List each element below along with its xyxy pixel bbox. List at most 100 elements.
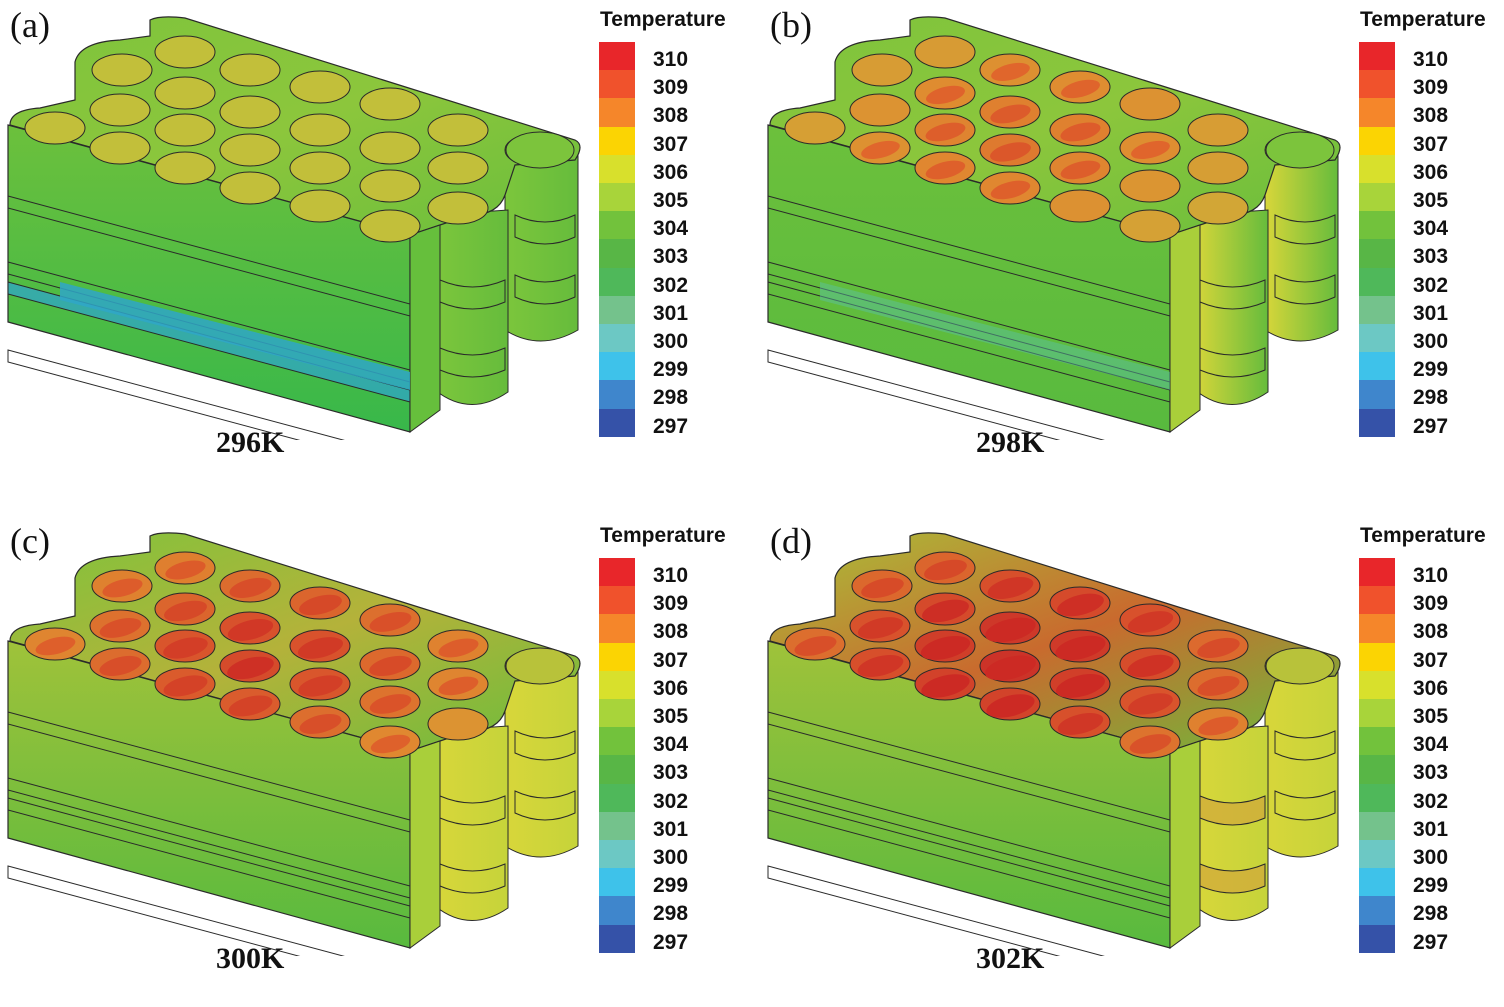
legend-tick-label: 307 (1413, 648, 1449, 672)
legend-swatch (1359, 727, 1395, 756)
legend-tick-label: 303 (1413, 245, 1449, 269)
cell-top (849, 93, 911, 127)
cell-hotspot (369, 694, 412, 714)
legend-swatch (1359, 380, 1395, 410)
cell-band (514, 790, 576, 821)
cell-hotspot (1055, 674, 1105, 698)
cell-hotspot (990, 180, 1031, 200)
cooling-channel (767, 281, 1171, 403)
legend-tick-label: 303 (653, 761, 689, 785)
legend-tick-label: 309 (1413, 592, 1449, 616)
cell-hotspot (35, 636, 76, 656)
legend-swatch (599, 126, 635, 156)
cell-hotspot (369, 612, 412, 632)
cell-hotspot (1057, 593, 1104, 617)
cell-top (427, 151, 489, 185)
legend-tick-label: 299 (1413, 874, 1449, 898)
legend-tick-label: 305 (653, 189, 689, 212)
legend-swatch (1359, 558, 1395, 587)
cell-hotspot (1127, 654, 1174, 678)
cooling-channel (7, 777, 411, 899)
battery-pack (7, 532, 581, 956)
panel-label: (c) (10, 521, 50, 561)
legend-tick-label: 306 (653, 160, 689, 184)
legend-swatch (1359, 70, 1395, 99)
cell-hotspot (1129, 734, 1172, 754)
cell-hotspot (924, 559, 967, 581)
legend-swatch (599, 670, 635, 700)
legend-swatch (1359, 154, 1395, 184)
legend-title: Temperature (1360, 524, 1486, 547)
cell-hotspot (1197, 675, 1240, 696)
battery-pack-model (7, 16, 581, 440)
cell-hotspot (925, 122, 966, 142)
legend-tick-label: 297 (1413, 414, 1449, 438)
cell-hotspot (438, 676, 479, 696)
legend-tick-label: 300 (653, 330, 689, 353)
cell-hotspot (920, 635, 971, 660)
cell-top (914, 35, 976, 69)
legend-swatch (599, 295, 635, 325)
cell-hotspot (165, 560, 206, 580)
cooling-channel (767, 865, 1105, 956)
cell-top (1265, 131, 1335, 169)
panel-caption: 300K (216, 942, 285, 975)
legend-swatch (1359, 755, 1395, 785)
end-face (409, 224, 441, 433)
end-face (1169, 740, 1201, 949)
legend-title: Temperature (600, 8, 726, 31)
legend-tick-label: 308 (653, 104, 689, 128)
cell-hotspot (861, 140, 900, 159)
legend-tick-label: 298 (653, 902, 689, 926)
legend-tick-label: 301 (1413, 301, 1449, 325)
legend-tick-label: 310 (1413, 564, 1449, 587)
legend-tick-label: 303 (653, 245, 689, 269)
legend-swatch (1359, 126, 1395, 156)
legend-swatch (599, 924, 635, 954)
legend-tick-label: 307 (1413, 132, 1449, 156)
cell-hotspot (1128, 693, 1173, 715)
cell-top (24, 111, 86, 145)
legend-tick-label: 305 (1413, 189, 1449, 212)
legend-tick-label: 302 (653, 273, 689, 297)
cell-top (154, 113, 216, 147)
legend-tick-label: 299 (1413, 358, 1449, 382)
cell-top (1049, 189, 1111, 223)
panel-d: (d) 302K Temperature 310 309 308 307 306 305 3… (760, 516, 1504, 1007)
cell-top (219, 95, 281, 129)
cell-hotspot (1060, 79, 1100, 99)
legend-swatch (599, 840, 635, 869)
legend-colorbar (1359, 558, 1395, 954)
cell-hotspot (922, 599, 969, 623)
cell-top (1265, 647, 1335, 685)
legend-swatch (1359, 896, 1395, 926)
cell-top (427, 707, 489, 741)
cell-top (784, 111, 846, 145)
legend-swatch (1359, 811, 1395, 841)
cell-top (1187, 191, 1249, 225)
front-cell-column (434, 209, 509, 405)
cell-hotspot (987, 576, 1034, 599)
legend-swatch (599, 727, 635, 756)
cell-hotspot (985, 617, 1036, 643)
legend-colorbar (599, 42, 635, 438)
legend-swatch (1359, 352, 1395, 381)
cell-band (1199, 279, 1266, 310)
panel-caption: 296K (216, 426, 285, 459)
legend-swatch (599, 896, 635, 926)
cooling-channel (767, 797, 1171, 919)
cell-top (505, 647, 575, 685)
legend-swatch (1359, 699, 1395, 728)
legend-swatch (599, 211, 635, 240)
battery-pack-model (767, 532, 1341, 956)
legend-swatch (1359, 211, 1395, 240)
legend-tick-label: 306 (1413, 160, 1449, 184)
legend-swatch (1359, 642, 1395, 672)
cell-hotspot (921, 674, 970, 698)
cell-hotspot (1060, 122, 1101, 142)
legend-swatch (599, 408, 635, 438)
legend-swatch (1359, 42, 1395, 71)
cell-hotspot (1197, 637, 1240, 659)
cell-hotspot (369, 655, 412, 677)
cell-hotspot (102, 578, 143, 598)
